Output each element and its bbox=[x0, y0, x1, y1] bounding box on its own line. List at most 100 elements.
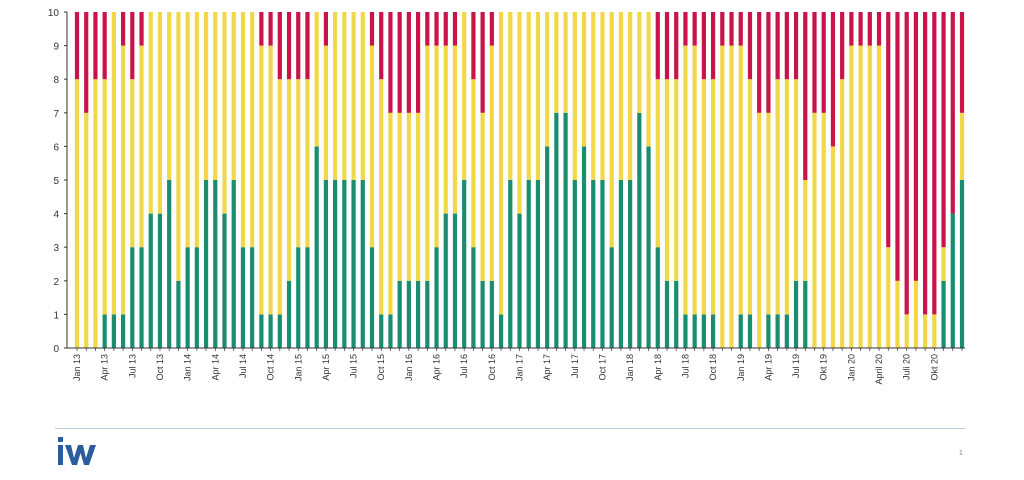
bar-yellow bbox=[203, 12, 209, 180]
bar-green bbox=[231, 180, 236, 348]
bar-green bbox=[157, 213, 163, 348]
bar-yellow bbox=[895, 280, 900, 348]
bar-yellow bbox=[194, 12, 199, 248]
bar-yellow bbox=[443, 45, 448, 214]
x-tick-label: Jan 18 bbox=[625, 354, 635, 381]
bar-yellow bbox=[729, 45, 734, 348]
bar-yellow bbox=[840, 79, 845, 348]
bar-green bbox=[517, 213, 522, 348]
bar-yellow bbox=[554, 12, 559, 113]
bar-green bbox=[397, 280, 402, 348]
x-tick-label: April 20 bbox=[874, 354, 884, 385]
bar-yellow bbox=[600, 12, 605, 180]
bar-red bbox=[941, 12, 946, 248]
bar-green bbox=[710, 314, 716, 348]
bar-green bbox=[581, 146, 587, 348]
x-tick-label: Jul 14 bbox=[238, 354, 248, 378]
bar-yellow bbox=[296, 79, 301, 248]
y-tick-label: 2 bbox=[53, 277, 59, 288]
bar-green bbox=[425, 280, 430, 348]
bar-green bbox=[793, 280, 799, 348]
bar-red bbox=[406, 12, 411, 113]
bar-green bbox=[443, 213, 448, 348]
bar-green bbox=[526, 180, 531, 348]
bar-green bbox=[351, 180, 356, 348]
bar-yellow bbox=[93, 79, 98, 348]
bar-yellow bbox=[508, 12, 513, 180]
x-tick-label: Apr 18 bbox=[653, 354, 663, 381]
bar-red bbox=[259, 12, 264, 46]
bar-green bbox=[130, 247, 135, 348]
x-tick-label: Jan 20 bbox=[846, 354, 856, 381]
bar-red bbox=[729, 12, 734, 46]
bar-green bbox=[194, 247, 199, 348]
y-tick-label: 6 bbox=[53, 142, 59, 153]
x-tick-label: Jul 15 bbox=[349, 354, 359, 378]
bar-red bbox=[655, 12, 660, 80]
bar-red bbox=[876, 12, 882, 46]
bar-yellow bbox=[692, 45, 697, 315]
bar-yellow bbox=[333, 12, 338, 180]
bar-yellow bbox=[480, 112, 485, 281]
bar-yellow bbox=[803, 180, 808, 281]
bar-yellow bbox=[757, 112, 762, 348]
x-tick-label: Oct 16 bbox=[487, 354, 497, 381]
x-tick-label: Oct 13 bbox=[155, 354, 165, 381]
bar-green bbox=[342, 180, 347, 348]
bar-red bbox=[904, 12, 909, 315]
x-tick-label: Jan 17 bbox=[515, 354, 525, 381]
bar-yellow bbox=[591, 12, 596, 180]
bar-yellow bbox=[185, 12, 190, 248]
bar-green bbox=[305, 247, 310, 348]
bar-yellow bbox=[84, 112, 89, 348]
bar-yellow bbox=[683, 45, 688, 315]
bar-green bbox=[738, 314, 743, 348]
bar-yellow bbox=[932, 314, 937, 348]
bar-green bbox=[462, 180, 467, 348]
bar-green bbox=[609, 247, 614, 348]
x-tick-label: Jan 19 bbox=[736, 354, 746, 381]
bar-red bbox=[692, 12, 697, 46]
bar-yellow bbox=[397, 112, 402, 281]
bar-red bbox=[369, 12, 375, 46]
bar-red bbox=[923, 12, 928, 315]
bar-green bbox=[176, 280, 181, 348]
bar-yellow bbox=[351, 12, 356, 180]
x-tick-label: Apr 13 bbox=[100, 354, 110, 381]
y-tick-label: 4 bbox=[53, 210, 59, 221]
bar-yellow bbox=[628, 12, 633, 180]
x-tick-label: Apr 17 bbox=[542, 354, 552, 381]
bar-green bbox=[701, 314, 706, 348]
bar-yellow bbox=[655, 79, 660, 248]
iw-logo bbox=[58, 437, 96, 465]
bar-red bbox=[959, 12, 965, 113]
x-tick-label: Apr 15 bbox=[321, 354, 331, 381]
bar-green bbox=[314, 146, 319, 348]
bar-green bbox=[250, 247, 255, 348]
bar-red bbox=[305, 12, 310, 80]
bar-yellow bbox=[637, 12, 642, 113]
bar-green bbox=[784, 314, 789, 348]
bar-yellow bbox=[775, 79, 780, 315]
bar-green bbox=[185, 247, 190, 348]
bar-green bbox=[683, 314, 688, 348]
x-tick-label: Jul 16 bbox=[459, 354, 469, 378]
bar-yellow bbox=[498, 12, 504, 315]
bar-yellow bbox=[747, 79, 753, 315]
x-tick-label: Jan 13 bbox=[72, 354, 82, 381]
x-tick-label: Jul 17 bbox=[570, 354, 580, 378]
bar-red bbox=[74, 12, 80, 80]
x-tick-label: Apr 16 bbox=[432, 354, 442, 381]
bar-yellow bbox=[941, 247, 946, 281]
bar-yellow bbox=[886, 247, 891, 348]
bar-red bbox=[277, 12, 282, 80]
x-tick-label: Okt 20 bbox=[929, 354, 939, 381]
bar-green bbox=[803, 280, 808, 348]
x-tick-label: Oct 14 bbox=[266, 354, 276, 381]
bar-red bbox=[886, 12, 891, 248]
x-tick-label: Jan 14 bbox=[183, 354, 193, 381]
bar-green bbox=[941, 280, 946, 348]
bar-red bbox=[913, 12, 919, 281]
bar-green bbox=[222, 213, 227, 348]
x-tick-label: Juli 20 bbox=[902, 354, 912, 380]
